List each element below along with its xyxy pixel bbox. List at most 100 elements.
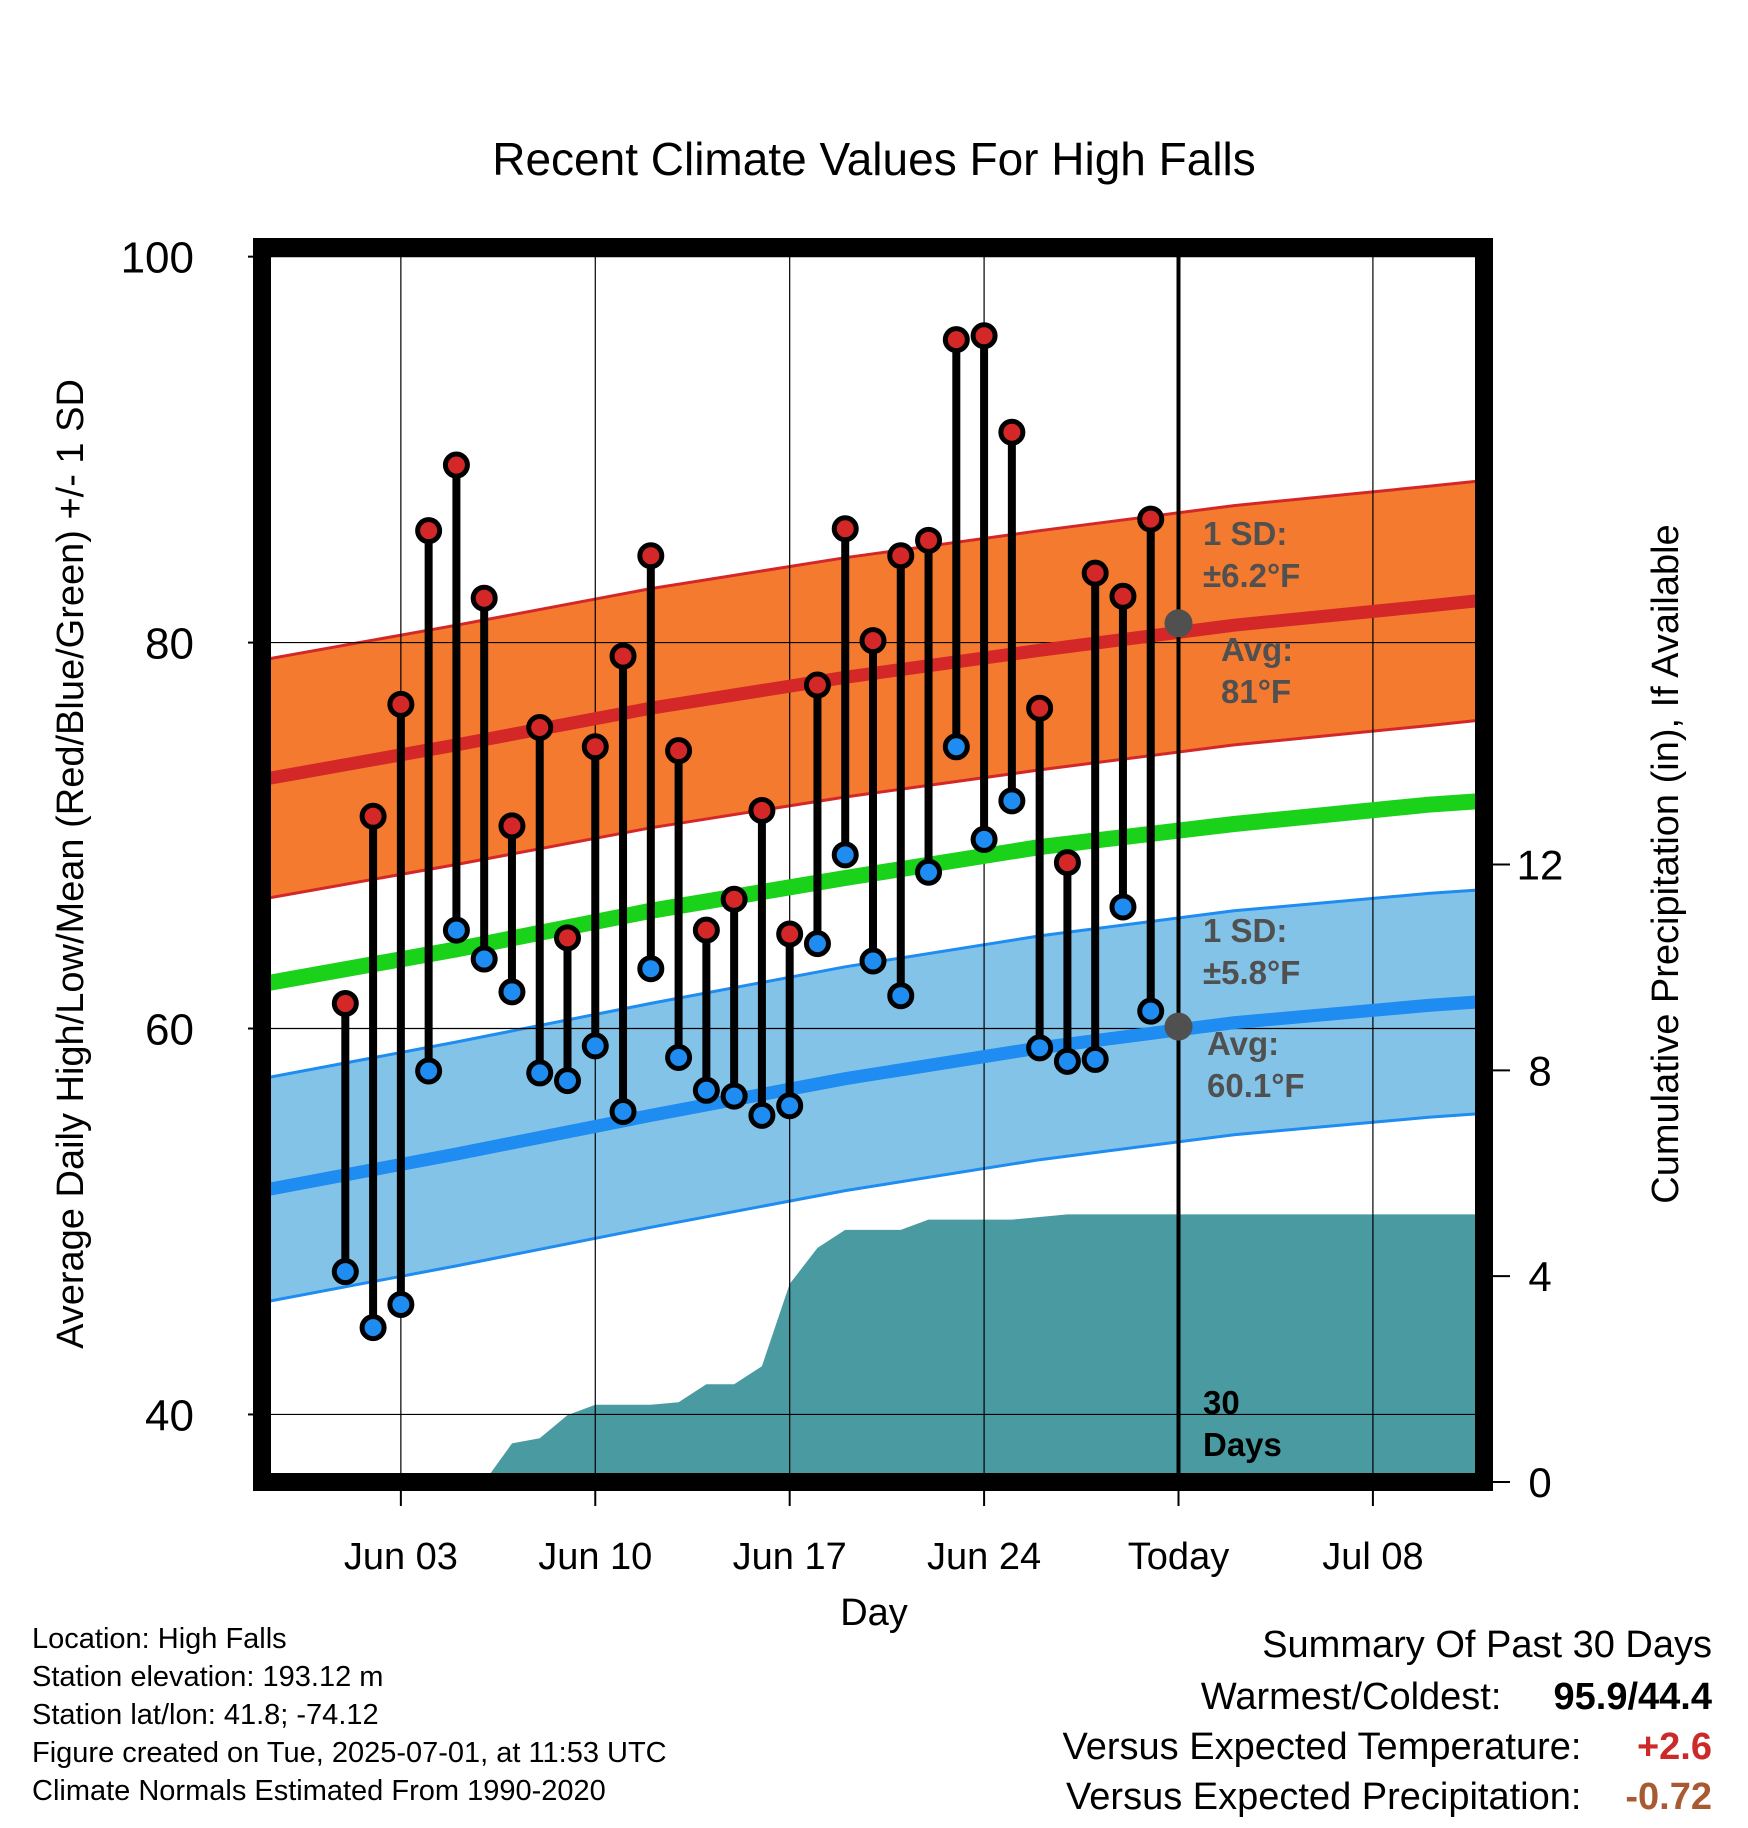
daily-high-point	[415, 517, 443, 545]
daily-high-point	[498, 812, 526, 840]
daily-low-point	[776, 1092, 804, 1120]
daily-low-point	[1109, 893, 1137, 921]
warm-cold-row: Warmest/Coldest: 95.9/44.4	[1201, 1676, 1712, 1719]
high-sd-upper-line	[262, 479, 1484, 662]
high-sd-label: 1 SD:	[1203, 515, 1287, 552]
plot-frame	[253, 238, 1493, 1491]
daily-low-point	[359, 1314, 387, 1342]
low-sd-label: 1 SD:	[1203, 912, 1287, 949]
x-axis: Jun 03 Jun 10 Jun 17 Jun 24 Today Jul 08	[344, 1491, 1424, 1578]
daily-high-point	[915, 526, 943, 554]
daily-low-point	[1137, 997, 1165, 1025]
daily-high-point	[359, 802, 387, 830]
daily-low-point	[331, 1258, 359, 1286]
precip-value: -0.72	[1625, 1776, 1712, 1818]
daily-high-point	[1026, 694, 1054, 722]
daily-high-point	[581, 733, 609, 761]
daily-high-point	[387, 690, 415, 718]
daily-low-point	[831, 841, 859, 869]
daily-low-point	[387, 1290, 415, 1318]
daily-high-point	[720, 885, 748, 913]
daily-high-point	[331, 989, 359, 1017]
y-axis-title: Average Daily High/Low/Mean (Red/Blue/Gr…	[50, 379, 92, 1349]
daily-low-point	[442, 916, 470, 944]
daily-high-point	[637, 542, 665, 570]
precip-row: Versus Expected Precipitation: -0.72	[1066, 1776, 1712, 1819]
y-tick-label: 40	[145, 1391, 194, 1440]
low-sd-value: ±5.8°F	[1203, 954, 1300, 991]
daily-high-point	[859, 627, 887, 655]
elevation-text: Station elevation: 193.12 m	[32, 1661, 384, 1693]
high-sd-lower-line	[262, 718, 1484, 901]
y-tick-label: 100	[121, 234, 194, 283]
daily-high-point	[692, 916, 720, 944]
y-axis-left: 40 60 80 100	[121, 234, 253, 1440]
daily-high-point	[1109, 582, 1137, 610]
warm-cold-value: 95.9/44.4	[1553, 1676, 1712, 1718]
y-tick-label: 80	[145, 620, 194, 669]
daily-high-point	[942, 326, 970, 354]
today-high-avg-dot	[1164, 609, 1193, 638]
y2-tick-label: 0	[1528, 1459, 1551, 1506]
daily-low-point	[498, 978, 526, 1006]
daily-high-point	[1053, 849, 1081, 877]
high-avg-value: 81°F	[1221, 673, 1291, 710]
daily-high-point	[776, 920, 804, 948]
daily-values	[331, 322, 1165, 1342]
y2-tick-label: 4	[1528, 1253, 1551, 1300]
y2-tick-label: 8	[1528, 1047, 1551, 1094]
low-sd-lower-line	[262, 1111, 1484, 1304]
y-axis-right: 0 4 8 12	[1493, 842, 1563, 1506]
daily-low-point	[665, 1043, 693, 1071]
daily-low-point	[998, 787, 1026, 815]
chart-title: Recent Climate Values For High Falls	[492, 133, 1256, 185]
daily-low-point	[554, 1067, 581, 1095]
daily-low-point	[1081, 1045, 1109, 1073]
high-avg-label: Avg:	[1221, 631, 1293, 668]
mean-avg-line	[262, 792, 1484, 992]
days-label: Days	[1203, 1426, 1282, 1463]
days-count: 30	[1203, 1384, 1240, 1421]
daily-high-point	[803, 671, 831, 699]
daily-high-point	[748, 796, 776, 824]
x-tick-label: Today	[1128, 1536, 1229, 1578]
daily-high-point	[665, 737, 693, 765]
daily-high-point	[887, 542, 915, 570]
high-sd-value: ±6.2°F	[1203, 557, 1300, 594]
daily-high-point	[831, 515, 859, 543]
daily-low-point	[748, 1101, 776, 1129]
latlon-text: Station lat/lon: 41.8; -74.12	[32, 1699, 379, 1731]
normals-text: Climate Normals Estimated From 1990-2020	[32, 1775, 606, 1807]
low-avg-line	[262, 995, 1484, 1197]
warm-cold-label: Warmest/Coldest:	[1200, 1676, 1502, 1718]
plot-area: 1 SD: ±6.2°F Avg: 81°F 1 SD: ±5.8°F Avg: 60.1°F…	[262, 247, 1484, 1482]
low-avg-label: Avg:	[1207, 1025, 1279, 1062]
daily-high-point	[554, 924, 581, 952]
daily-low-point	[526, 1059, 554, 1087]
daily-low-point	[609, 1098, 637, 1125]
daily-low-point	[470, 945, 498, 973]
high-avg-line	[262, 593, 1484, 786]
daily-high-point	[470, 584, 498, 612]
daily-high-point	[526, 713, 554, 741]
daily-high-point	[1137, 505, 1165, 533]
daily-high-point	[998, 418, 1026, 446]
low-sd-upper-line	[262, 888, 1484, 1081]
daily-low-point	[720, 1082, 748, 1110]
daily-high-point	[442, 451, 470, 479]
created-text: Figure created on Tue, 2025-07-01, at 11…	[32, 1737, 667, 1769]
daily-low-point	[415, 1057, 443, 1085]
temp-value: +2.6	[1636, 1726, 1712, 1768]
daily-low-point	[887, 982, 915, 1010]
temp-row: Versus Expected Temperature: +2.6	[1063, 1726, 1712, 1769]
x-tick-label: Jun 03	[344, 1536, 458, 1578]
daily-high-point	[970, 322, 998, 350]
daily-low-point	[1026, 1034, 1054, 1062]
x-tick-label: Jun 10	[538, 1536, 652, 1578]
daily-low-point	[1053, 1047, 1081, 1075]
x-tick-label: Jun 17	[733, 1536, 847, 1578]
x-axis-title: Day	[840, 1592, 908, 1634]
daily-low-point	[692, 1076, 720, 1104]
y2-axis-title: Cumulative Precipitation (in), If Availa…	[1645, 524, 1687, 1203]
